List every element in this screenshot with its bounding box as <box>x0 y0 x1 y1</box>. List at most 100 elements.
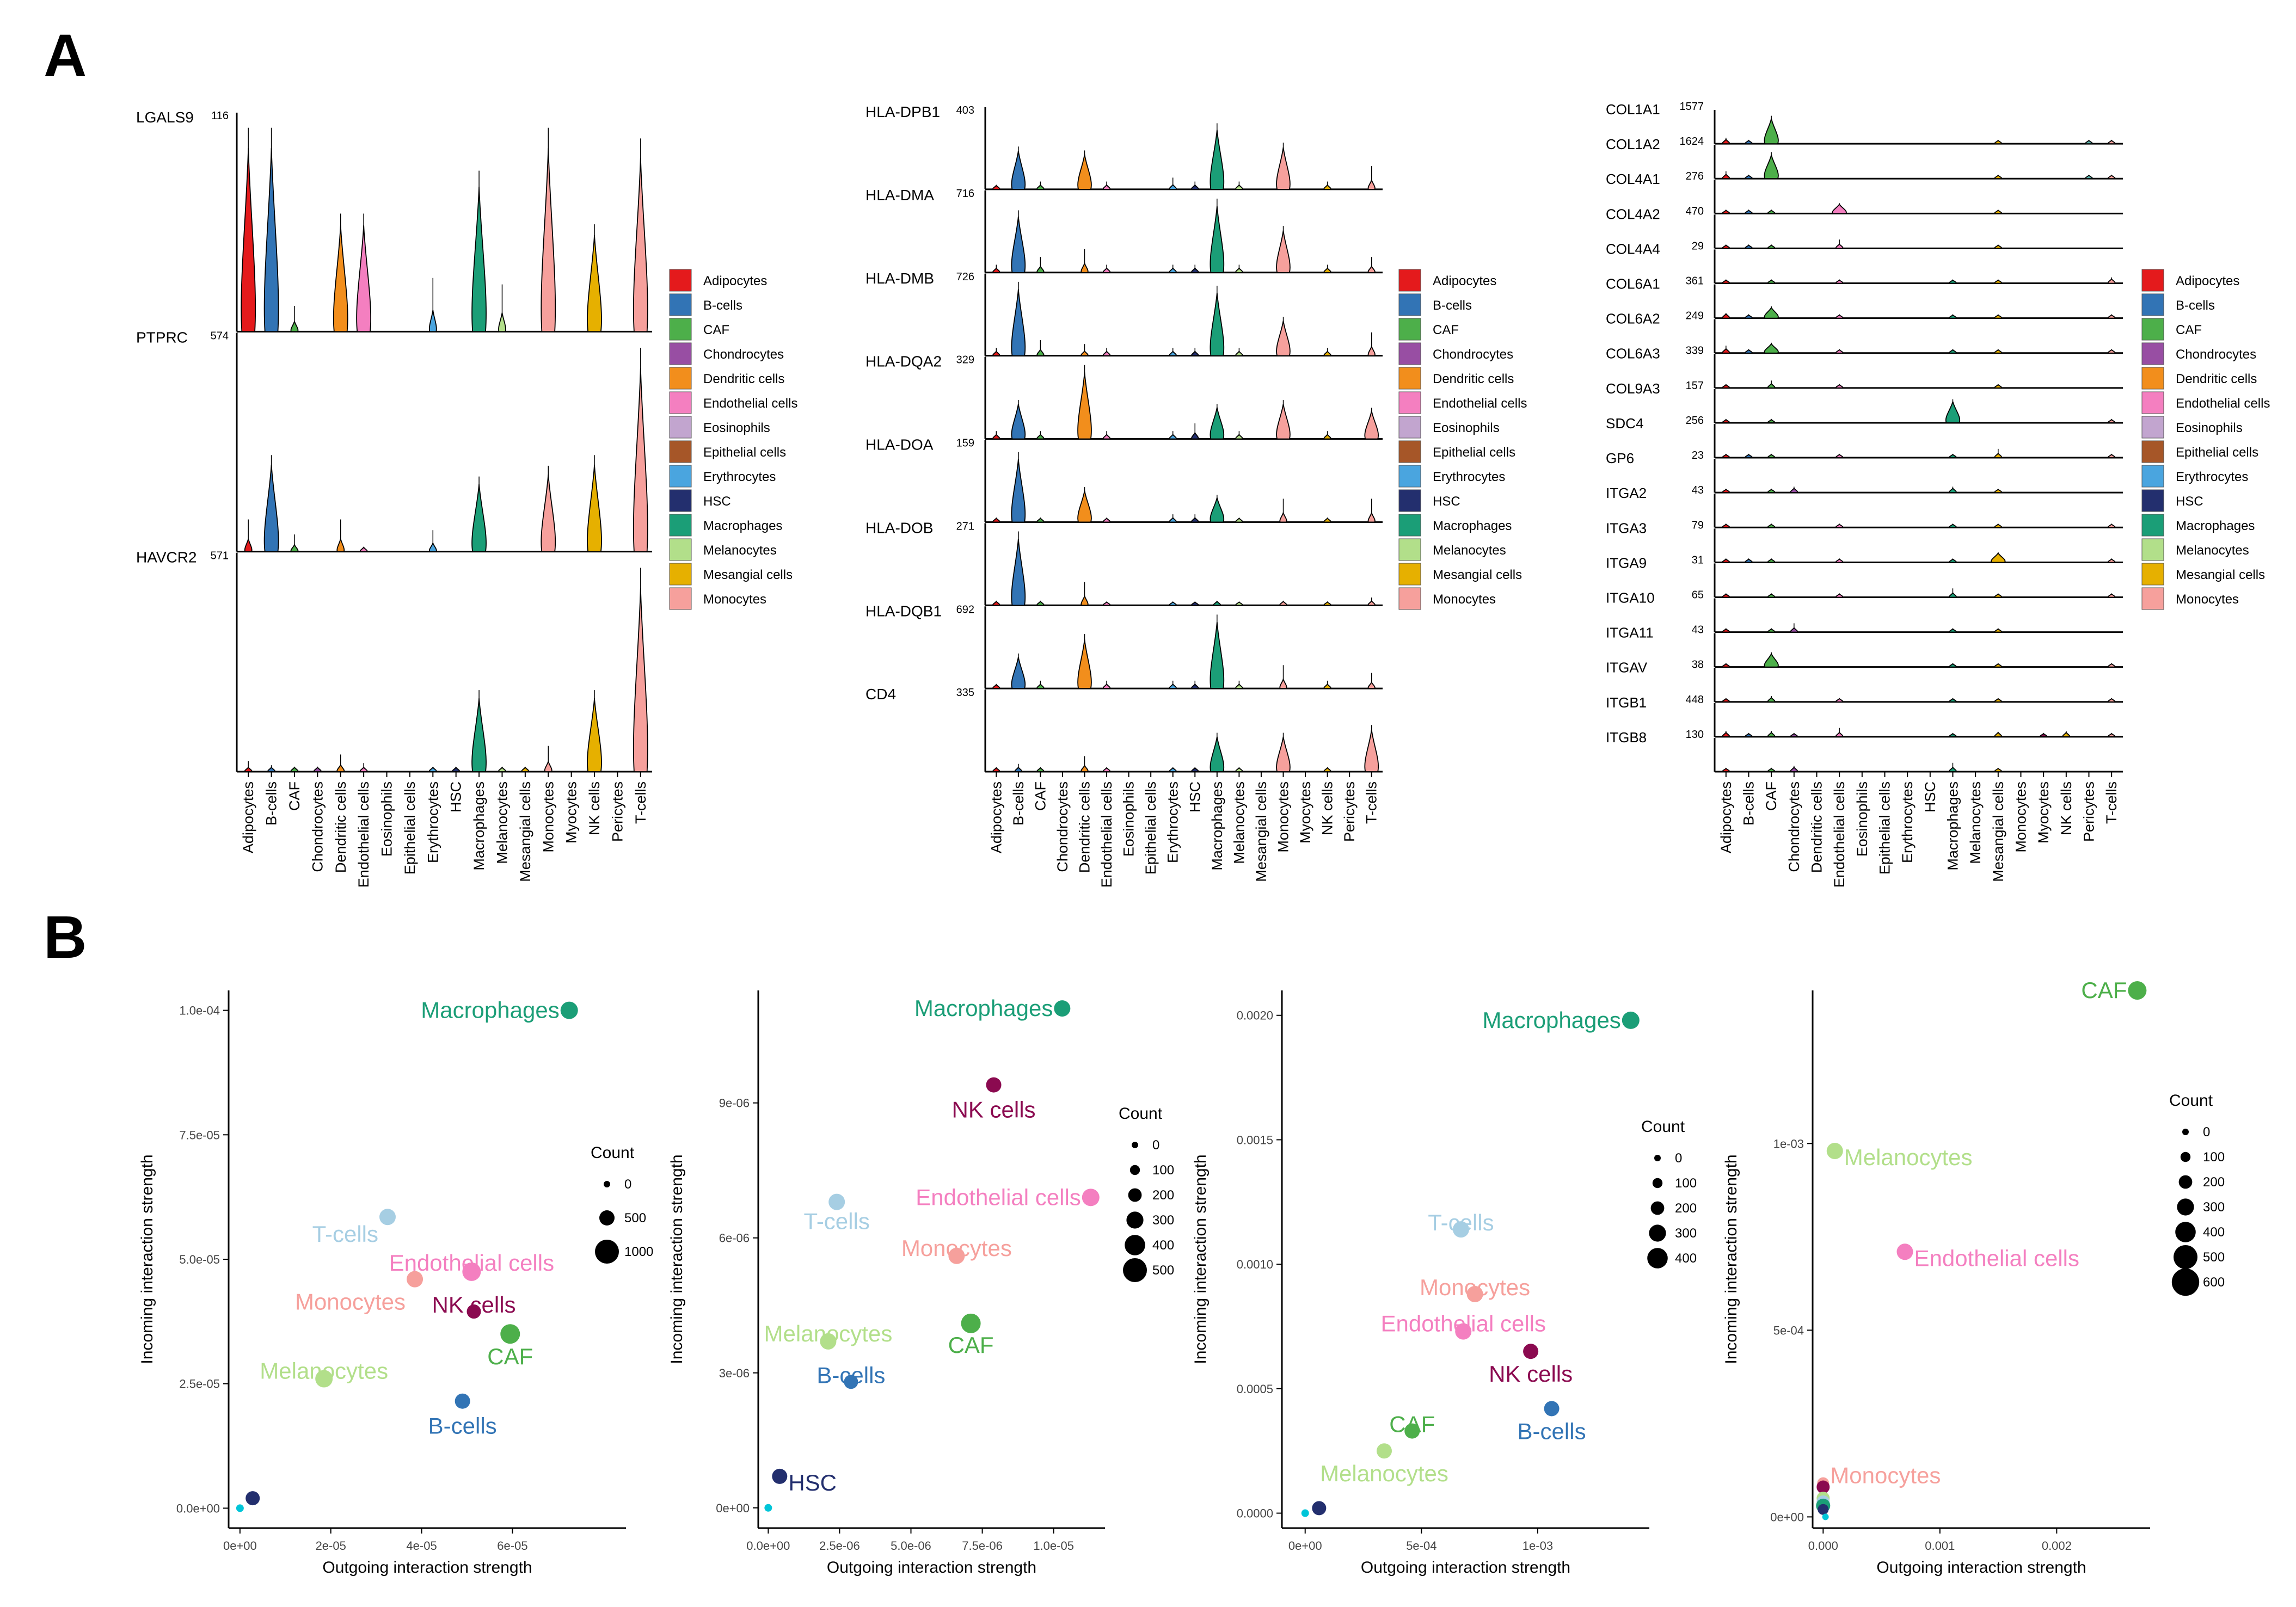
violin-erythrocytes <box>428 310 437 333</box>
violin-hsc <box>452 766 461 772</box>
violin-x-tick-label: Melanocytes <box>1967 781 1984 864</box>
violin-x-tick-label: Endothelial cells <box>1098 781 1115 888</box>
scatter-point <box>1622 1011 1640 1029</box>
scatter-point-label: Monocytes <box>901 1235 1012 1261</box>
violin-dendritic-cells <box>1077 154 1092 190</box>
legend-swatch <box>2141 318 2164 341</box>
legend-label: Mesangial cells <box>1433 568 1522 582</box>
violin-caf <box>1767 279 1776 284</box>
violin-endothelial-cells <box>1835 698 1844 703</box>
scatter-x-tick-label: 7.5e-06 <box>962 1539 1003 1553</box>
violin-nk-cells <box>587 464 602 552</box>
violin-monocytes <box>1279 600 1287 606</box>
gene-label: COL1A2 <box>1606 136 1660 152</box>
violin-dendritic-cells <box>1081 594 1089 606</box>
scatter-legend-value: 500 <box>624 1211 646 1226</box>
legend-label: Monocytes <box>1433 592 1496 607</box>
violin-adipocytes <box>1722 593 1730 598</box>
gene-label: ITGB1 <box>1606 694 1647 711</box>
violin-chondrocytes <box>313 766 322 772</box>
scatter-point <box>407 1271 423 1288</box>
legend-swatch <box>669 318 692 341</box>
violin-x-tick-label: Mesangial cells <box>517 781 533 882</box>
scatter-point <box>245 1491 260 1506</box>
scatter-y-tick-label: 6e-06 <box>719 1232 750 1245</box>
violin-caf <box>1036 767 1045 772</box>
violin-macrophages <box>1210 736 1225 772</box>
scatter-legend-dot <box>2178 1175 2193 1189</box>
scatter-y-tick-label: 0.0020 <box>1237 1009 1273 1023</box>
violin-erythrocytes <box>1169 350 1177 356</box>
violin-x-tick-label: Erythrocytes <box>1899 781 1916 863</box>
scatter-point-label: T-cells <box>803 1209 869 1234</box>
violin-adipocytes <box>992 684 1000 689</box>
violin-hsc <box>1191 683 1199 689</box>
violin-adipocytes <box>1722 767 1730 772</box>
violin-melanocytes <box>498 312 506 333</box>
violin-caf <box>1764 342 1779 354</box>
violin-adipocytes <box>1722 418 1730 423</box>
gene-label: COL4A4 <box>1606 241 1660 257</box>
legend-label: Macrophages <box>703 519 782 533</box>
scatter-legend-value: 0 <box>2203 1125 2210 1140</box>
violin-t-cells <box>633 588 648 772</box>
violin-caf <box>1767 209 1776 214</box>
violin-t-cells <box>1367 681 1376 689</box>
violin-t-cells <box>2107 349 2116 354</box>
scatter-point <box>379 1209 396 1226</box>
scatter-legend-value: 300 <box>2203 1200 2225 1215</box>
legend-label: Erythrocytes <box>703 470 776 484</box>
violin-caf <box>1767 244 1776 249</box>
violin-x-tick-label: Mesangial cells <box>1990 781 2006 882</box>
scatter-point-label: NK cells <box>1489 1361 1573 1387</box>
scatter-y-tick-label: 5.0e-05 <box>179 1253 220 1266</box>
gene-max-value: 23 <box>1692 450 1704 461</box>
violin-endothelial-cells <box>1102 350 1111 356</box>
legend-label: Eosinophils <box>1433 421 1500 435</box>
violin-macrophages <box>1949 487 1957 494</box>
violin-t-cells <box>633 157 648 333</box>
violin-x-tick-label: Chondrocytes <box>309 781 326 872</box>
violin-adipocytes <box>1722 279 1730 284</box>
scatter-y-tick-label: 0.0005 <box>1237 1382 1273 1396</box>
violin-macrophages <box>1210 407 1225 440</box>
violin-x-tick-label: HSC <box>1922 781 1938 812</box>
violin-x-tick-label: Melanocytes <box>1231 781 1247 864</box>
violin-endothelial-cells <box>1835 279 1844 284</box>
violin-endothelial-cells <box>1835 349 1844 354</box>
violin-mesangial-cells <box>1994 349 2003 354</box>
violin-dendritic-cells <box>1081 261 1089 273</box>
gene-max-value: 116 <box>211 110 229 122</box>
violin-monocytes <box>541 474 556 552</box>
scatter-point-label: Monocytes <box>295 1289 406 1315</box>
legend-swatch <box>1398 367 1421 390</box>
violin-endothelial-cells <box>1835 384 1844 389</box>
scatter-legend-title: Count <box>1119 1105 1163 1123</box>
violin-b-cells <box>1011 151 1026 190</box>
violin-hsc <box>1191 350 1199 356</box>
legend-swatch <box>2141 367 2164 390</box>
gene-max-value: 249 <box>1686 310 1704 322</box>
legend-label: Melanocytes <box>2176 543 2249 558</box>
scatter-point-label: Monocytes <box>1830 1463 1941 1488</box>
scatter-point <box>820 1333 837 1350</box>
gene-label: ITGA11 <box>1606 625 1654 641</box>
gene-max-value: 43 <box>1692 624 1704 636</box>
scatter-legend-value: 500 <box>1152 1263 1174 1278</box>
violin-caf <box>1764 155 1779 180</box>
violin-adipocytes <box>1722 698 1730 703</box>
violin-caf <box>1036 600 1045 606</box>
violin-endothelial-cells <box>1835 243 1844 249</box>
scatter-legend-value: 400 <box>1675 1251 1697 1266</box>
legend-swatch <box>2141 440 2164 463</box>
violin-melanocytes <box>1235 267 1243 273</box>
legend-label: B-cells <box>2176 298 2215 313</box>
scatter-legend-value: 100 <box>1675 1176 1697 1191</box>
violin-caf <box>1036 184 1045 190</box>
scatter-point <box>1376 1443 1392 1459</box>
scatter-point-label: Macrophages <box>421 998 559 1023</box>
violin-macrophages <box>1949 314 1957 319</box>
scatter-legend-value: 200 <box>1152 1188 1174 1203</box>
violin-hsc <box>1191 601 1199 606</box>
scatter-point <box>948 1247 965 1264</box>
